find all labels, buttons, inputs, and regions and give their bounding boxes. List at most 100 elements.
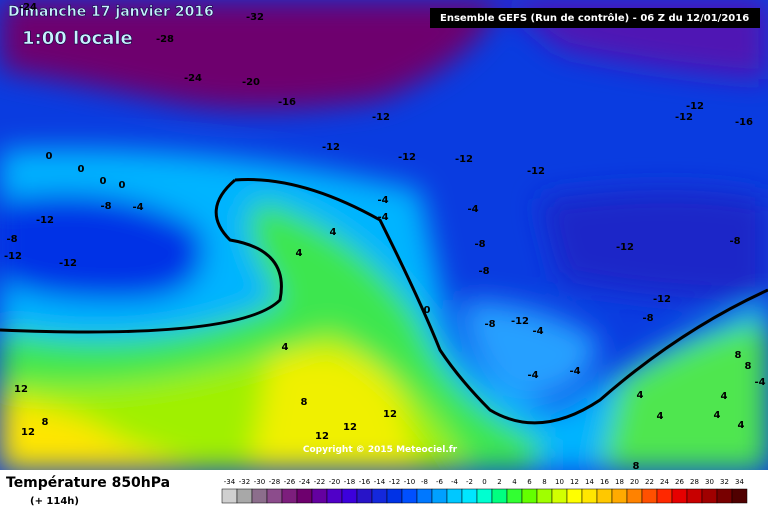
legend-label: -14 [374,478,386,486]
contour-label: 4 [738,420,745,431]
contour-label: -32 [246,12,264,23]
legend-swatch [536,488,553,504]
contour-label: -16 [278,97,296,108]
legend-swatch [236,488,253,504]
legend-label: 24 [660,478,669,486]
contour-label: -8 [478,266,489,277]
legend-swatch [521,488,538,504]
contour-label: 12 [383,409,397,420]
footer-title: Température 850hPa [6,475,170,491]
legend-swatch [686,488,703,504]
contour-label: -12 [322,142,340,153]
legend-swatch [716,488,733,504]
legend-swatch [431,488,448,504]
legend-label: 28 [690,478,699,486]
contour-label: -4 [467,204,478,215]
legend-label: -30 [254,478,265,486]
contour-label: -24 [184,73,202,84]
legend-swatch [566,488,583,504]
legend-label: 34 [735,478,744,486]
legend-label: 4 [512,478,517,486]
contour-label: -12 [686,101,704,112]
contour-label: -12 [59,258,77,269]
contour-label: -12 [455,154,473,165]
contour-label: 12 [343,422,357,433]
legend-label: 26 [675,478,684,486]
local-time: 1:00 locale [22,28,133,49]
contour-label: -12 [527,166,545,177]
contour-label: 0 [100,176,107,187]
run-info: Ensemble GEFS (Run de contrôle) - 06 Z d… [440,12,749,24]
legend-label: 8 [542,478,546,486]
legend-label: 18 [615,478,624,486]
contour-label: -12 [36,215,54,226]
contour-label: -4 [377,195,388,206]
legend-label: 20 [630,478,639,486]
contour-label: -4 [532,326,543,337]
contour-label: -8 [6,234,17,245]
legend-label: 10 [555,478,564,486]
contour-label: 0 [424,305,431,316]
legend-swatch [296,488,313,504]
legend-label: -6 [436,478,444,486]
contour-label: 8 [745,361,752,372]
run-box [430,8,760,28]
contour-label: 0 [78,164,85,175]
legend-swatch [491,488,508,504]
legend-label: 32 [720,478,729,486]
contour-label: 8 [42,417,49,428]
legend-swatch [476,488,493,504]
contour-label: 8 [633,461,640,472]
contour-label: -4 [527,370,538,381]
legend-label: 12 [570,478,579,486]
contour-label: 12 [315,431,329,442]
contour-label: 0 [119,180,126,191]
temperature-field [0,0,768,470]
contour-label: -16 [735,117,753,128]
legend-swatch [611,488,628,504]
legend-label: -32 [239,478,250,486]
lead-time: (+ 114h) [30,496,79,507]
legend-swatch [356,488,373,504]
contour-label: -4 [377,212,388,223]
legend-label: -10 [404,478,415,486]
contour-label: 4 [637,390,644,401]
contour-label: -28 [156,34,174,45]
legend-label: 2 [497,478,501,486]
legend-swatch [311,488,328,504]
legend-label: -8 [421,478,428,486]
legend-swatch [446,488,463,504]
contour-label: -24 [19,2,37,13]
legend-swatch [266,488,283,504]
contour-label: 8 [735,350,742,361]
legend-swatch [581,488,598,504]
legend-swatch [371,488,388,504]
legend-label: -26 [284,478,296,486]
contour-label: -4 [754,377,765,388]
legend-swatch [731,488,748,504]
legend-label: -24 [299,478,311,486]
contour-label: 4 [282,342,289,353]
legend-label: 6 [527,478,532,486]
date: Dimanche 17 janvier 2016 [8,4,214,20]
contour-label: -8 [474,239,485,250]
legend-swatch [701,488,718,504]
legend-swatch [341,488,358,504]
zero-isotherm [0,178,768,425]
legend-swatch [506,488,523,504]
contour-label: 4 [721,391,728,402]
legend-swatch [251,488,268,504]
contour-label: 4 [330,227,337,238]
legend-swatch [461,488,478,504]
contour-label: -8 [100,201,111,212]
legend-label: 0 [482,478,486,486]
legend-label: -18 [344,478,355,486]
legend-swatch [656,488,673,504]
legend-swatch [641,488,658,504]
legend-swatch [626,488,643,504]
legend-label: -20 [329,478,340,486]
contour-label: -12 [372,112,390,123]
contour-label: 4 [296,248,303,259]
contour-label: -12 [398,152,416,163]
